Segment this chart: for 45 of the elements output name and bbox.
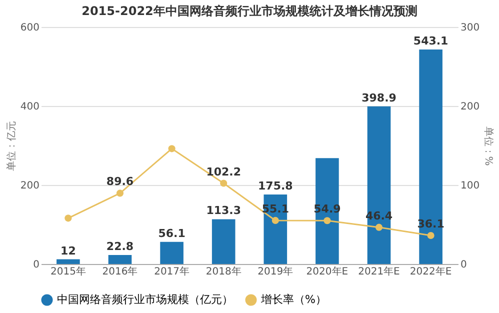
y2-tick-label: 0 — [460, 260, 467, 270]
data-label: 22.8 — [106, 240, 134, 253]
bar — [108, 254, 132, 264]
x-tick-label: 2022年E — [410, 266, 452, 278]
point — [427, 232, 434, 240]
legend-label: 中国网络音频行业市场规模（亿元） — [57, 293, 233, 306]
y-tick-label: 0 — [33, 260, 40, 270]
y2-tick-label: 100 — [460, 180, 480, 192]
x-tick-label: 2015年 — [50, 266, 86, 278]
data-label: 56.1 — [158, 226, 186, 240]
chart-title: 2015-2022年中国网络音频行业市场规模统计及增长情况预测 — [82, 4, 418, 18]
y2-tick-label: 300 — [460, 22, 480, 34]
bar — [367, 106, 391, 264]
data-label: 102.2 — [206, 165, 241, 178]
point — [168, 145, 176, 152]
data-label: 543.1 — [413, 34, 448, 48]
point — [324, 217, 331, 224]
x-tick-label: 2018年 — [206, 266, 242, 278]
point — [220, 180, 228, 187]
data-label: 398.9 — [362, 91, 396, 104]
bar — [212, 219, 236, 264]
bar — [56, 259, 80, 264]
y-tick-label: 200 — [20, 180, 40, 192]
legend-label: 增长率（%） — [260, 293, 326, 306]
data-label: 12 — [60, 244, 76, 258]
bar — [316, 158, 339, 264]
data-label: 89.6 — [106, 175, 134, 188]
x-tick-label: 2019年 — [258, 266, 294, 278]
x-tick-label: 2020年E — [306, 266, 348, 278]
y-tick-label: 600 — [20, 22, 40, 34]
y2-tick-label: 200 — [460, 102, 480, 112]
y-tick-label: 400 — [20, 102, 40, 112]
data-label: 113.3 — [206, 204, 241, 218]
bar — [419, 49, 442, 264]
x-tick-label: 2021年E — [358, 266, 400, 278]
bar — [160, 242, 184, 264]
x-tick-label: 2017年 — [154, 266, 190, 278]
point — [375, 224, 383, 231]
data-label: 175.8 — [258, 180, 293, 193]
y2-axis-title: 单位：% — [482, 126, 495, 166]
point — [64, 214, 72, 222]
point — [272, 216, 279, 224]
x-tick-label: 2016年 — [102, 266, 138, 278]
point — [116, 190, 124, 197]
y-axis-title: 单位：亿元 — [5, 121, 18, 171]
